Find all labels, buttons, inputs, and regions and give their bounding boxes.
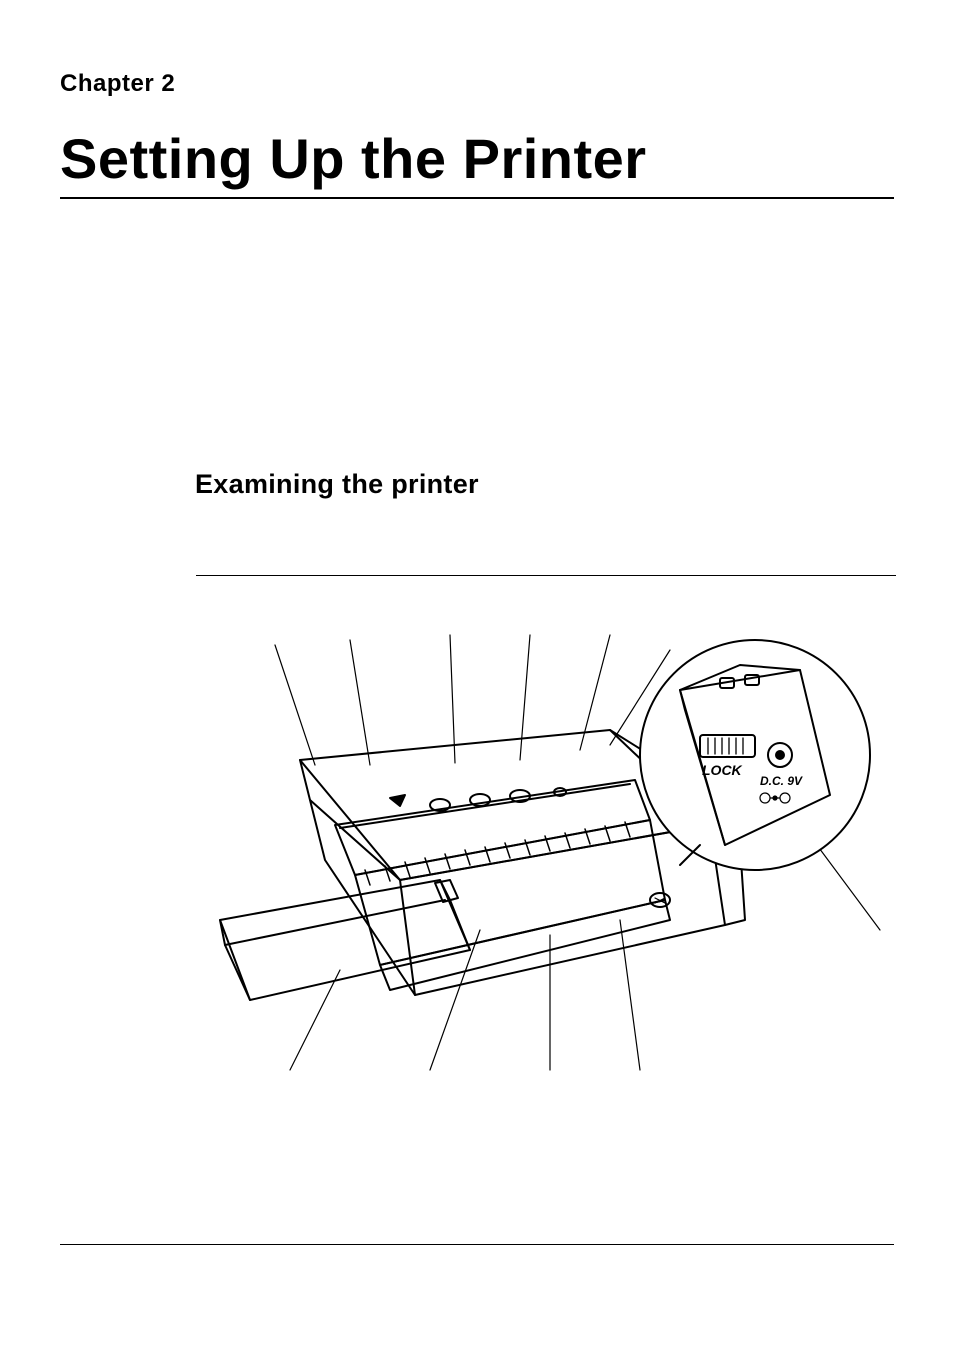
section-title: Examining the printer [195,469,894,500]
figure-top-rule [196,575,896,576]
chapter-title: Setting Up the Printer [60,126,894,199]
inset-label-dc9v: D.C. 9V [760,774,803,788]
page-bottom-rule [60,1244,894,1245]
manual-page: Chapter 2 Setting Up the Printer Examini… [0,0,954,1355]
printer-figure: LOCK D.C. 9V [180,600,900,1120]
inset-label-lock: LOCK [702,762,743,778]
chapter-label: Chapter 2 [60,70,894,98]
